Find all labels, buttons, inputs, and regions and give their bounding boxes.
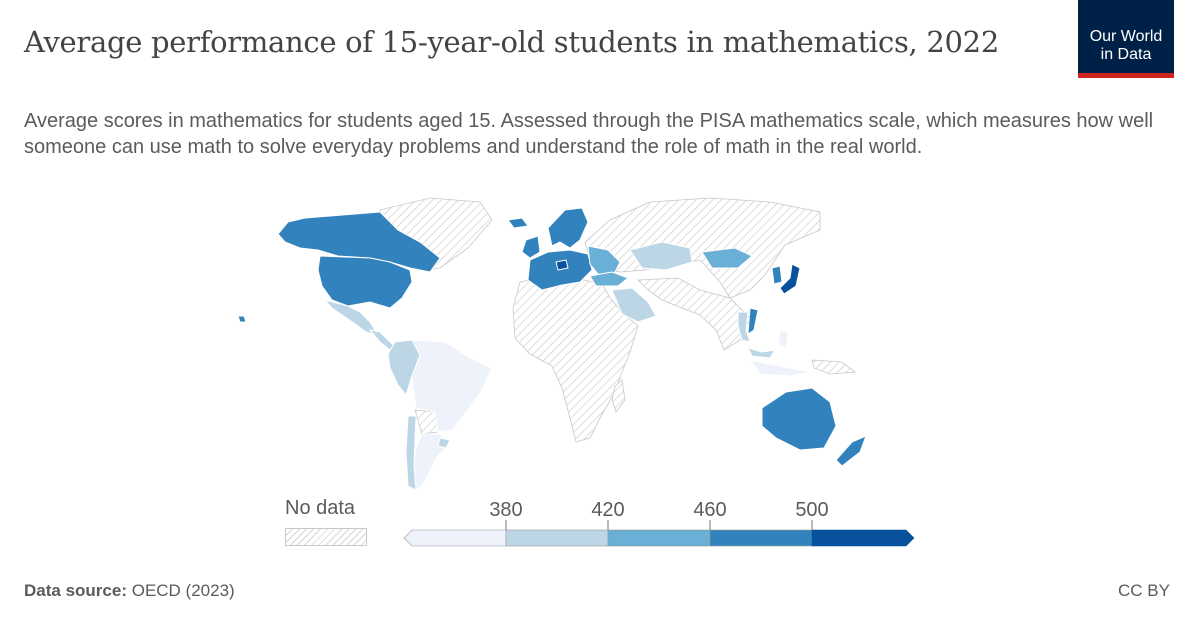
region-malaysia[interactable] xyxy=(747,347,776,359)
region-chile[interactable] xyxy=(405,415,417,491)
chart-subtitle: Average scores in mathematics for studen… xyxy=(24,110,1154,158)
region-korea[interactable] xyxy=(771,265,783,285)
region-middle-east-south-asia[interactable] xyxy=(637,277,751,351)
legend-label-460: 460 xyxy=(693,499,726,521)
region-switzerland[interactable] xyxy=(555,259,569,271)
region-hawaii[interactable] xyxy=(237,315,247,323)
region-russia-central-asia[interactable] xyxy=(584,197,821,299)
logo-accent-bar xyxy=(1078,73,1174,78)
region-iceland[interactable] xyxy=(507,217,529,229)
region-japan[interactable] xyxy=(779,263,801,295)
legend-no-data-swatch[interactable] xyxy=(285,528,367,546)
region-new-zealand[interactable] xyxy=(835,435,867,467)
logo-line-1: Our World xyxy=(1089,28,1163,45)
owid-logo[interactable]: Our World in Data xyxy=(1078,0,1174,78)
region-thailand[interactable] xyxy=(737,311,751,343)
region-turkey[interactable] xyxy=(589,271,629,287)
region-uruguay[interactable] xyxy=(437,437,451,449)
license[interactable]: CC BY xyxy=(1118,581,1170,600)
region-scandinavia[interactable] xyxy=(547,207,589,249)
legend-bin-3[interactable] xyxy=(607,529,711,547)
legend-label-380: 380 xyxy=(489,499,522,521)
region-philippines[interactable] xyxy=(777,329,789,349)
region-mexico[interactable] xyxy=(324,299,379,336)
legend-bin-1[interactable] xyxy=(403,529,507,547)
color-legend: 380 420 460 500 xyxy=(403,499,915,547)
legend-label-420: 420 xyxy=(591,499,624,521)
world-map[interactable] xyxy=(230,190,900,500)
chart-title: Average performance of 15-year-old stude… xyxy=(24,25,999,59)
legend-bin-4[interactable] xyxy=(709,529,813,547)
region-mongolia[interactable] xyxy=(701,247,753,269)
legend-label-500: 500 xyxy=(795,499,828,521)
legend-bin-5[interactable] xyxy=(811,529,915,547)
region-uk-ireland[interactable] xyxy=(521,235,541,259)
logo-line-2: in Data xyxy=(1100,46,1152,63)
data-source-value[interactable]: OECD (2023) xyxy=(131,581,235,600)
region-australia[interactable] xyxy=(761,387,837,451)
region-bolivia[interactable] xyxy=(414,409,439,435)
data-source-label: Data source: xyxy=(24,581,127,600)
region-saudi-arabia[interactable] xyxy=(611,287,657,323)
data-source: Data source: OECD (2023) xyxy=(24,581,235,601)
region-madagascar[interactable] xyxy=(611,379,626,413)
region-papua[interactable] xyxy=(811,359,857,375)
region-vietnam[interactable] xyxy=(747,307,759,335)
region-indonesia[interactable] xyxy=(749,359,811,377)
region-usa[interactable] xyxy=(317,255,413,309)
legend-bin-2[interactable] xyxy=(505,529,609,547)
region-kazakhstan[interactable] xyxy=(629,241,693,271)
region-brazil[interactable] xyxy=(411,339,493,433)
legend-no-data-label: No data xyxy=(285,497,356,519)
